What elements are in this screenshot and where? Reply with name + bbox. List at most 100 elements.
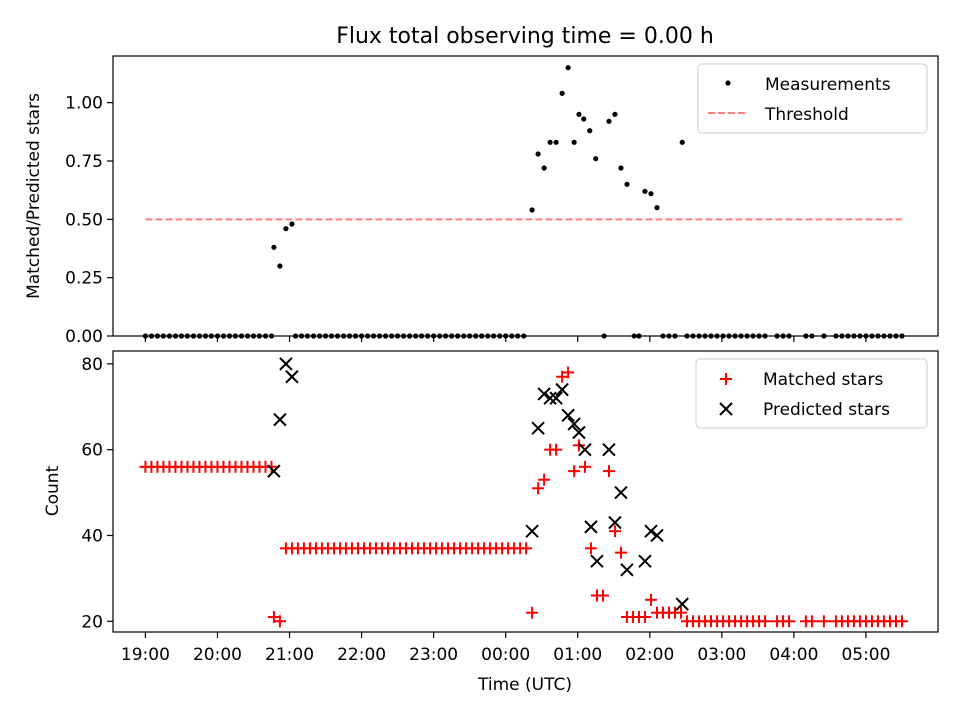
measurement-point — [553, 139, 559, 145]
top-axes-frame — [112, 55, 939, 337]
legend-measurements-marker — [725, 80, 731, 86]
matched-star-point — [895, 615, 908, 628]
predicted-star-point — [608, 515, 622, 530]
measurement-point — [642, 188, 648, 194]
bottom-xtick-label: 05:00 — [841, 645, 890, 665]
predicted-star-point — [273, 412, 287, 427]
measurement-point — [271, 244, 277, 250]
predicted-star-point — [555, 382, 569, 397]
bottom-y-axis-label: Count — [43, 465, 63, 516]
legend-predicted-marker — [719, 402, 733, 416]
measurement-point — [277, 263, 283, 269]
measurement-point — [612, 111, 618, 117]
predicted-star-point — [285, 370, 299, 384]
predicted-star-point — [525, 524, 539, 538]
measurement-point — [606, 118, 612, 124]
bottom-ytick-label: 40 — [81, 526, 103, 546]
bottom-xtick-label: 23:00 — [409, 645, 458, 665]
bottom-ytick-label: 80 — [81, 355, 103, 375]
chart-title: Flux total observing time = 0.00 h — [336, 24, 714, 49]
matched-star-point — [267, 610, 280, 623]
predicted-star-point — [644, 524, 658, 538]
measurement-point — [571, 139, 577, 145]
bottom-legend: Matched stars Predicted stars — [695, 358, 928, 429]
legend-matched-label: Matched stars — [763, 370, 883, 390]
bottom-xtick-label: 20:00 — [193, 645, 242, 665]
measurement-point — [587, 128, 593, 134]
matched-star-point — [638, 610, 651, 623]
measurement-point — [654, 205, 660, 211]
matched-star-point — [572, 439, 585, 452]
legend-threshold-label: Threshold — [764, 105, 849, 125]
predicted-star-point — [675, 597, 689, 611]
bottom-ticks: 20 40 60 80 19:00 20:00 21:00 22:00 23:00 00:00 01… — [81, 355, 890, 665]
predicted-star-point — [590, 554, 604, 568]
bottom-axes: 20 40 60 80 19:00 20:00 21:00 22:00 23:00 00:00 01… — [43, 350, 939, 695]
bottom-axes-frame — [112, 350, 939, 633]
matched-star-point — [562, 366, 575, 379]
bottom-xtick-label: 02:00 — [625, 645, 674, 665]
matched-star-point — [596, 589, 609, 602]
matched-star-point — [783, 615, 796, 628]
measurement-point — [679, 139, 685, 145]
matched-star-point — [578, 460, 591, 473]
top-ytick-label: 0.00 — [65, 327, 103, 347]
matched-star-point — [759, 615, 772, 628]
measurement-point — [648, 191, 654, 197]
measurement-point — [529, 207, 535, 213]
matched-star-point — [538, 473, 551, 486]
measurement-point — [593, 156, 599, 162]
matched-star-point — [532, 482, 545, 495]
x-axis-label: Time (UTC) — [477, 675, 572, 695]
predicted-star-point — [638, 554, 652, 568]
bottom-xtick-label: 22:00 — [337, 645, 386, 665]
predicted-star-point — [620, 563, 634, 577]
measurement-point — [576, 111, 582, 117]
bottom-xtick-label: 19:00 — [121, 645, 170, 665]
matched-star-point — [602, 465, 615, 478]
matched-star-point — [675, 606, 688, 619]
top-y-axis-label: Matched/Predicted stars — [24, 93, 44, 299]
predicted-star-point — [650, 528, 664, 543]
top-axes: 0.00 0.25 0.50 0.75 1.00 Matched/Predicted s… — [24, 55, 939, 347]
matched-star-point — [550, 443, 563, 456]
bottom-xtick-label: 04:00 — [769, 645, 818, 665]
matched-star-point — [568, 465, 581, 478]
top-ytick-label: 0.25 — [65, 269, 103, 289]
top-ytick-label: 1.00 — [65, 94, 103, 114]
top-ytick-label: 0.75 — [65, 152, 103, 172]
bottom-ytick-label: 60 — [81, 441, 103, 461]
predicted-star-point — [561, 408, 575, 423]
predicted-star-point — [543, 391, 557, 405]
bottom-xtick-label: 00:00 — [481, 645, 530, 665]
matched-star-point — [805, 615, 818, 628]
predicted-star-point — [614, 485, 628, 500]
measurement-point — [289, 221, 295, 227]
bottom-xtick-label: 01:00 — [553, 645, 602, 665]
matched-star-point — [526, 606, 539, 619]
measurement-point — [565, 65, 571, 71]
measurement-point — [624, 181, 630, 187]
predicted-star-point — [578, 442, 592, 457]
measurement-point — [559, 90, 565, 96]
predicted-star-point — [531, 421, 545, 435]
measurement-point — [547, 139, 553, 145]
matched-star-point — [556, 370, 569, 383]
legend-predicted-label: Predicted stars — [763, 400, 890, 420]
matched-star-point — [273, 615, 286, 628]
bottom-xtick-label: 21:00 — [265, 645, 314, 665]
bottom-data-marks — [139, 357, 908, 628]
bottom-ytick-label: 20 — [81, 612, 103, 632]
matched-star-point — [644, 593, 657, 606]
measurement-point — [535, 151, 541, 157]
predicted-star-point — [572, 425, 586, 440]
predicted-star-point — [567, 417, 581, 431]
matched-star-point — [817, 615, 830, 628]
matched-star-point — [584, 542, 597, 555]
predicted-star-point — [279, 357, 293, 371]
matched-star-point — [520, 542, 533, 555]
measurement-point — [618, 165, 624, 171]
matched-star-point — [608, 525, 621, 538]
matched-star-point — [265, 460, 278, 473]
